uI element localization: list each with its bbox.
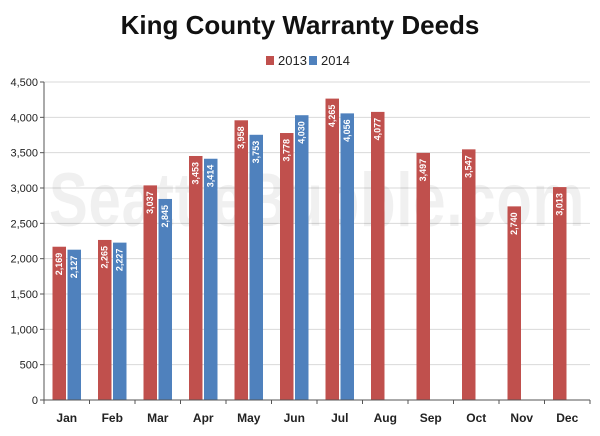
x-axis-categories: Jan Feb Mar Apr May Jun Jul Aug Sep Oct Nov Dec [43, 400, 591, 425]
data-label-2014-apr: 3,414 [206, 165, 216, 188]
x-tick-label-dec: Dec [556, 411, 578, 425]
data-label-2013-sep: 3,497 [418, 159, 428, 182]
y-tick-label: 2,000 [10, 254, 38, 266]
x-tick-label-sep: Sep [420, 411, 442, 425]
data-label-2013-nov: 2,740 [509, 212, 519, 235]
data-label-2013-may: 3,958 [236, 126, 246, 149]
y-tick-label: 3,500 [10, 148, 38, 160]
legend-label-2013: 2013 [278, 53, 307, 68]
x-tick-label-apr: Apr [193, 411, 214, 425]
y-tick-label: 2,500 [10, 218, 38, 230]
bar-2013-sep [416, 152, 430, 400]
bar-2014-apr [204, 158, 218, 400]
x-tick-label-jul: Jul [331, 411, 348, 425]
x-tick-label-feb: Feb [102, 411, 123, 425]
y-tick-label: 4,500 [10, 77, 38, 89]
data-label-2014-feb: 2,227 [115, 249, 125, 272]
data-label-2014-jul: 4,056 [342, 119, 352, 142]
bar-2014-mar [158, 198, 172, 400]
x-tick-label-jun: Jun [284, 411, 305, 425]
x-tick-label-nov: Nov [510, 411, 533, 425]
bar-2014-jun [295, 115, 309, 401]
x-tick-label-may: May [237, 411, 261, 425]
data-label-2014-may: 3,753 [251, 141, 261, 164]
bars: 2,169 2,265 3,037 3,453 3,958 3,778 4,265 4,077… [52, 98, 567, 401]
y-tick-label: 1,000 [10, 324, 38, 336]
chart-title: King County Warranty Deeds [121, 10, 480, 40]
bar-2014-feb [113, 242, 127, 400]
data-label-2014-jan: 2,127 [69, 256, 79, 279]
bar-2013-jun [280, 133, 294, 400]
bar-2013-aug [371, 111, 385, 400]
bar-2013-jan [52, 246, 66, 400]
bar-2013-may [234, 120, 248, 400]
data-label-2014-jun: 4,030 [297, 121, 307, 144]
x-tick-label-jan: Jan [56, 411, 77, 425]
bar-2013-oct [462, 149, 476, 400]
data-label-2013-aug: 4,077 [373, 118, 383, 141]
y-tick-label: 500 [20, 360, 38, 372]
y-tick-label: 4,000 [10, 112, 38, 124]
watermark-text: SeattleBubble.com [49, 158, 585, 243]
bar-2013-jul [325, 98, 339, 401]
data-label-2013-feb: 2,265 [100, 246, 110, 269]
data-label-2013-apr: 3,453 [191, 162, 201, 185]
y-axis-ticks: 0 500 1,000 1,500 2,000 2,500 3,000 3,500 4,000 4… [10, 77, 44, 407]
data-label-2013-dec: 3,013 [555, 193, 565, 216]
bar-2013-apr [189, 155, 203, 400]
bar-2013-feb [98, 239, 112, 400]
gridlines [44, 81, 590, 366]
data-label-2013-jan: 2,169 [54, 253, 64, 276]
bar-2014-jan [67, 249, 81, 400]
bar-2013-mar [143, 185, 157, 400]
x-tick-label-mar: Mar [147, 411, 169, 425]
legend-swatch-2014 [309, 56, 317, 65]
bar-2013-nov [507, 206, 521, 400]
x-tick-label-oct: Oct [466, 411, 486, 425]
legend-swatch-2013 [266, 56, 274, 65]
bar-2013-dec [553, 187, 567, 400]
y-tick-label: 3,000 [10, 183, 38, 195]
data-label-2013-oct: 3,547 [464, 155, 474, 178]
bar-2014-may [249, 134, 263, 400]
y-tick-label: 0 [32, 395, 38, 407]
legend: 2013 2014 [266, 53, 350, 68]
watermark: SeattleBubble.com [49, 158, 585, 243]
y-tick-label: 1,500 [10, 289, 38, 301]
data-label-2014-mar: 2,845 [160, 205, 170, 228]
data-label-2013-mar: 3,037 [145, 191, 155, 214]
x-tick-label-aug: Aug [374, 411, 397, 425]
data-label-2013-jun: 3,778 [282, 139, 292, 162]
data-label-2013-jul: 4,265 [327, 105, 337, 128]
legend-label-2014: 2014 [321, 53, 350, 68]
bar-2014-jul [340, 113, 354, 400]
